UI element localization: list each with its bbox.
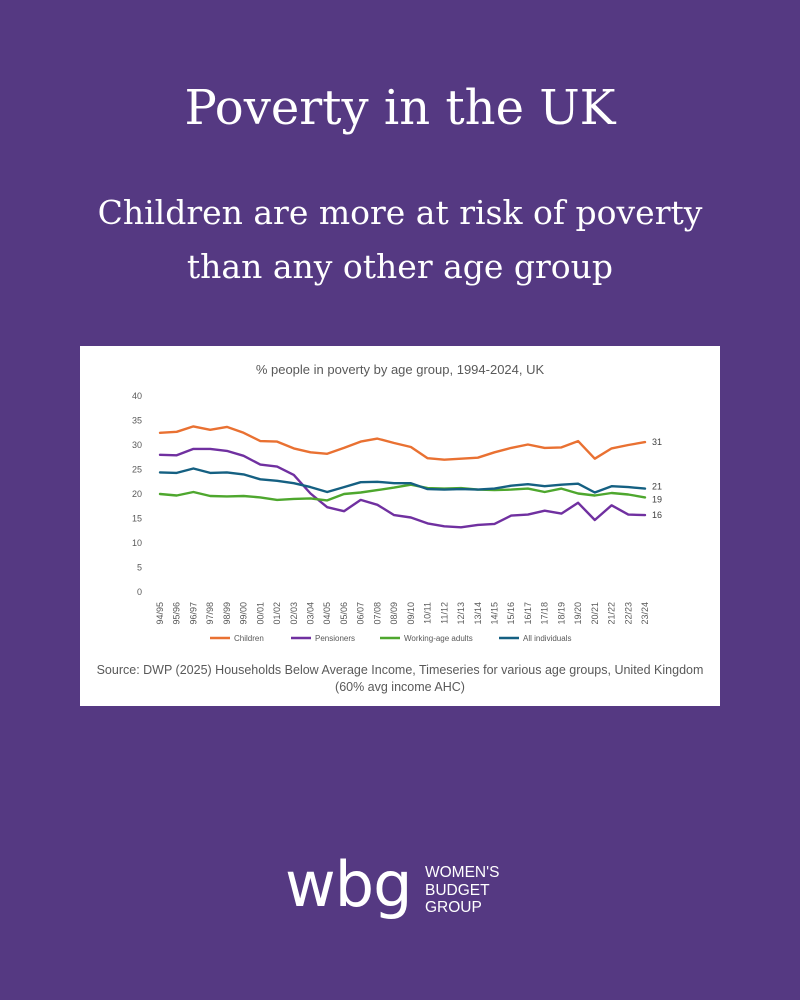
x-tick-label: 03/04 xyxy=(306,602,316,625)
series-line-3 xyxy=(158,467,647,494)
legend-label: Children xyxy=(234,634,264,643)
line-chart: % people in poverty by age group, 1994-2… xyxy=(132,362,662,643)
x-tick-label: 04/05 xyxy=(322,602,332,625)
series-line-0 xyxy=(158,425,647,461)
x-tick-label: 16/17 xyxy=(523,602,533,625)
legend-label: All individuals xyxy=(523,634,571,643)
x-tick-label: 12/13 xyxy=(456,602,466,625)
x-tick-label: 07/08 xyxy=(372,602,382,625)
x-tick-label: 19/20 xyxy=(573,602,583,625)
series-lines xyxy=(158,425,647,529)
chart-source-note: Source: DWP (2025) Households Below Aver… xyxy=(96,663,704,694)
series-end-label: 31 xyxy=(652,437,662,447)
chart-title: % people in poverty by age group, 1994-2… xyxy=(256,362,545,377)
y-tick-label: 10 xyxy=(132,538,142,548)
logo-wordmark: WOMEN'S BUDGET GROUP xyxy=(425,864,499,917)
logo-mark: wbg xyxy=(285,848,412,921)
x-tick-label: 98/99 xyxy=(222,602,232,625)
x-tick-label: 99/00 xyxy=(239,602,249,625)
logo-line-2: BUDGET xyxy=(425,881,490,899)
x-tick-label: 05/06 xyxy=(339,602,349,625)
y-tick-label: 30 xyxy=(132,440,142,450)
x-tick-label: 01/02 xyxy=(272,602,282,625)
chart-legend: Children Pensioners Working-age adults All … xyxy=(210,634,571,643)
y-tick-label: 20 xyxy=(132,489,142,499)
y-tick-label: 40 xyxy=(132,391,142,401)
y-tick-label: 5 xyxy=(137,563,142,573)
series-line-1 xyxy=(158,447,647,529)
x-tick-label: 22/23 xyxy=(623,602,633,625)
x-tick-label: 13/14 xyxy=(473,602,483,625)
x-tick-label: 21/22 xyxy=(607,602,617,625)
x-tick-label: 11/12 xyxy=(439,602,449,624)
x-tick-label: 17/18 xyxy=(540,602,550,625)
y-tick-label: 25 xyxy=(132,465,142,475)
page-title: Poverty in the UK xyxy=(184,80,616,136)
x-tick-label: 95/96 xyxy=(172,602,182,625)
y-tick-label: 0 xyxy=(137,587,142,597)
x-tick-label: 20/21 xyxy=(590,602,600,625)
x-tick-label: 15/16 xyxy=(506,602,516,625)
x-tick-label: 14/15 xyxy=(489,602,499,625)
x-tick-label: 06/07 xyxy=(356,602,366,625)
x-tick-label: 10/11 xyxy=(423,602,433,624)
chart-card: % people in poverty by age group, 1994-2… xyxy=(80,346,720,706)
logo-line-3: GROUP xyxy=(425,899,482,916)
x-tick-label: 18/19 xyxy=(556,602,566,625)
logo-line-1: WOMEN'S xyxy=(425,864,500,881)
wbg-logo: wbg WOMEN'S BUDGET GROUP xyxy=(285,850,535,930)
y-tick-label: 35 xyxy=(132,416,142,426)
x-tick-label: 00/01 xyxy=(255,602,265,625)
y-tick-label: 15 xyxy=(132,514,142,524)
x-tick-label: 09/10 xyxy=(406,602,416,625)
series-end-label: 21 xyxy=(652,482,662,492)
x-tick-label: 08/09 xyxy=(389,602,399,625)
x-tick-label: 97/98 xyxy=(205,602,215,625)
legend-label: Pensioners xyxy=(315,634,355,643)
x-axis: 94/95 95/96 96/97 97/98 98/99 99/00 00/01 01/02… xyxy=(155,602,650,625)
series-end-label: 16 xyxy=(652,510,662,520)
page-subtitle: Children are more at risk of poverty tha… xyxy=(97,193,703,286)
series-end-labels: 31 16 19 21 xyxy=(652,437,662,520)
legend-label: Working-age adults xyxy=(404,634,473,643)
x-tick-label: 02/03 xyxy=(289,602,299,625)
x-tick-label: 23/24 xyxy=(640,602,650,625)
x-tick-label: 94/95 xyxy=(155,602,165,625)
y-axis: 0 5 10 15 20 25 30 35 40 xyxy=(132,391,142,597)
x-tick-label: 96/97 xyxy=(188,602,198,625)
series-end-label: 19 xyxy=(652,494,662,504)
series-line-2 xyxy=(158,483,647,502)
